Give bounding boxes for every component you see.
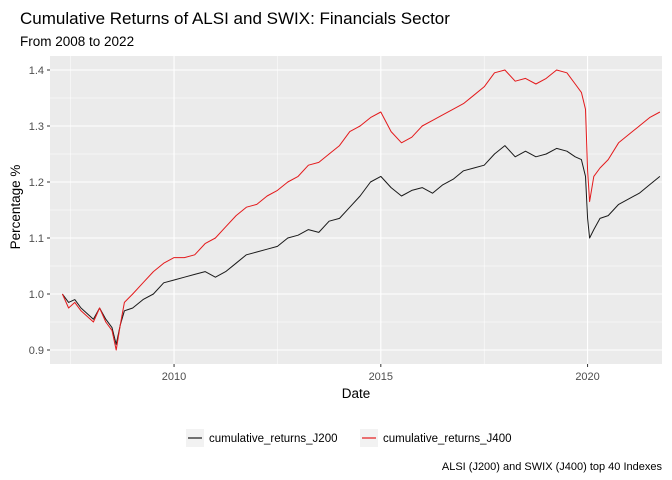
y-axis-label: Percentage %	[8, 165, 23, 250]
chart-caption: ALSI (J200) and SWIX (J400) top 40 Index…	[442, 461, 663, 473]
y-tick-label: 1.4	[29, 65, 44, 77]
plot-panel	[50, 56, 662, 364]
y-tick-label: 1.3	[29, 121, 44, 133]
chart-title: Cumulative Returns of ALSI and SWIX: Fin…	[20, 9, 450, 28]
legend: cumulative_returns_J200 cumulative_return…	[186, 429, 512, 447]
y-tick-label: 1.2	[29, 177, 44, 189]
y-tick-label: 1.1	[29, 233, 44, 245]
y-tick-label: 0.9	[29, 345, 44, 357]
chart-subtitle: From 2008 to 2022	[20, 34, 134, 49]
axis-ticks: 0.9 1.0 1.1 1.2 1.3 1.4 2010 2015 2020	[29, 65, 600, 383]
x-tick-label: 2010	[162, 371, 186, 383]
x-tick-label: 2020	[575, 371, 599, 383]
y-tick-label: 1.0	[29, 289, 44, 301]
series-line-j200	[61, 145, 661, 345]
legend-label: cumulative_returns_J200	[209, 433, 338, 445]
x-axis-label: Date	[342, 386, 371, 401]
series-line-j400	[61, 69, 661, 351]
legend-label: cumulative_returns_J400	[383, 433, 512, 445]
x-tick-label: 2015	[369, 371, 393, 383]
